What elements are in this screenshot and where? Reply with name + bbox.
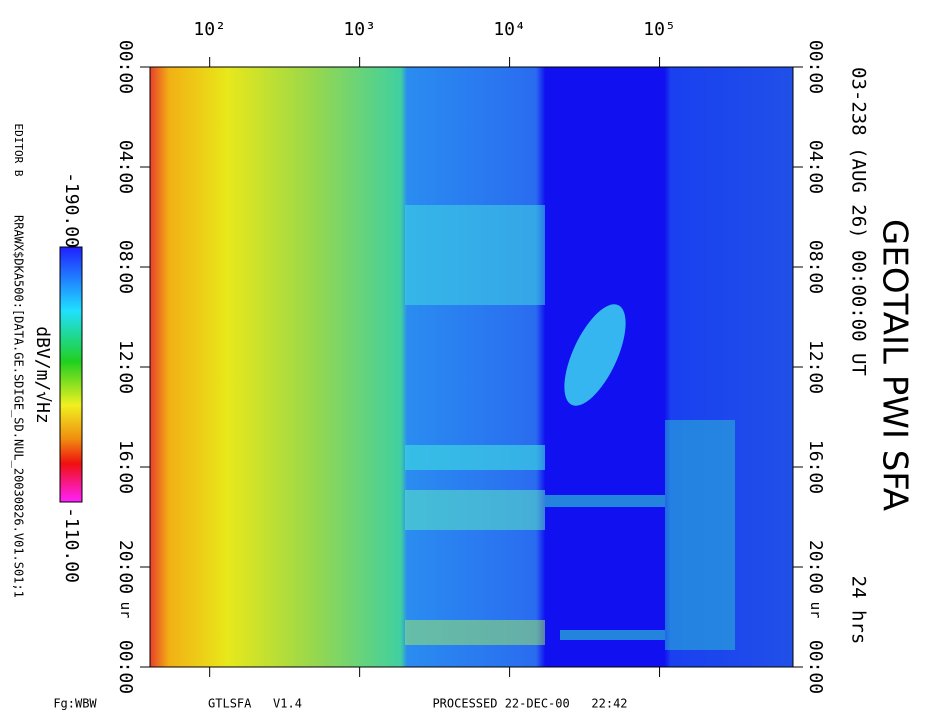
y-tick-label: 00:00 bbox=[115, 640, 136, 694]
time-unit-label: ur bbox=[807, 602, 823, 619]
footer-text: PROCESSED 22-DEC-00 22:42 bbox=[432, 697, 627, 711]
colorbar-tick-label: -110.00 bbox=[61, 507, 82, 583]
emission-blob bbox=[564, 304, 626, 406]
y-tick-label: 20:00 bbox=[805, 540, 826, 594]
footer-text: Fg:WBW bbox=[53, 697, 97, 711]
editor-label: EDITOR B bbox=[12, 124, 25, 177]
time-unit-label: ur bbox=[117, 602, 133, 619]
y-tick-label: 00:00 bbox=[115, 40, 136, 94]
y-tick-label: 12:00 bbox=[115, 340, 136, 394]
chart-title: GEOTAIL PWI SFA bbox=[875, 219, 915, 511]
y-tick-label: 20:00 bbox=[115, 540, 136, 594]
y-tick-label: 00:00 bbox=[805, 640, 826, 694]
emission-band bbox=[560, 630, 665, 640]
y-tick-label: 08:00 bbox=[115, 240, 136, 294]
y-tick-label: 08:00 bbox=[805, 240, 826, 294]
colorbar-label: dBV/m/√Hz bbox=[32, 326, 53, 424]
y-tick-label: 04:00 bbox=[115, 140, 136, 194]
x-tick-label: 10⁴ bbox=[493, 19, 526, 40]
x-tick-label: 10⁵ bbox=[643, 19, 676, 40]
spectrogram bbox=[149, 66, 794, 668]
y-tick-label: 16:00 bbox=[805, 440, 826, 494]
emission-band bbox=[665, 420, 735, 650]
footer-text: GTLSFA V1.4 bbox=[208, 697, 302, 711]
emission-band bbox=[405, 445, 545, 470]
y-tick-label: 12:00 bbox=[805, 340, 826, 394]
emission-band bbox=[405, 490, 545, 530]
emission-band bbox=[405, 620, 545, 645]
duration-label: 24 hrs bbox=[848, 576, 870, 645]
x-tick-label: 10² bbox=[193, 19, 226, 40]
y-tick-label: 04:00 bbox=[805, 140, 826, 194]
colorbar bbox=[59, 246, 83, 503]
spectrogram-image bbox=[150, 67, 793, 667]
chart-subtitle: 03-238 (AUG 26) 00:00:00 UT bbox=[848, 67, 870, 376]
emission-band bbox=[405, 205, 545, 305]
colorbar-tick-label: -190.00 bbox=[61, 172, 82, 248]
source-label: RRAWX$DKA500:[DATA.GE.SDIGE_SD.NUL_20030… bbox=[12, 215, 26, 598]
y-tick-label: 00:00 bbox=[805, 40, 826, 94]
y-tick-label: 16:00 bbox=[115, 440, 136, 494]
x-tick-label: 10³ bbox=[343, 19, 376, 40]
emission-band bbox=[545, 495, 665, 507]
